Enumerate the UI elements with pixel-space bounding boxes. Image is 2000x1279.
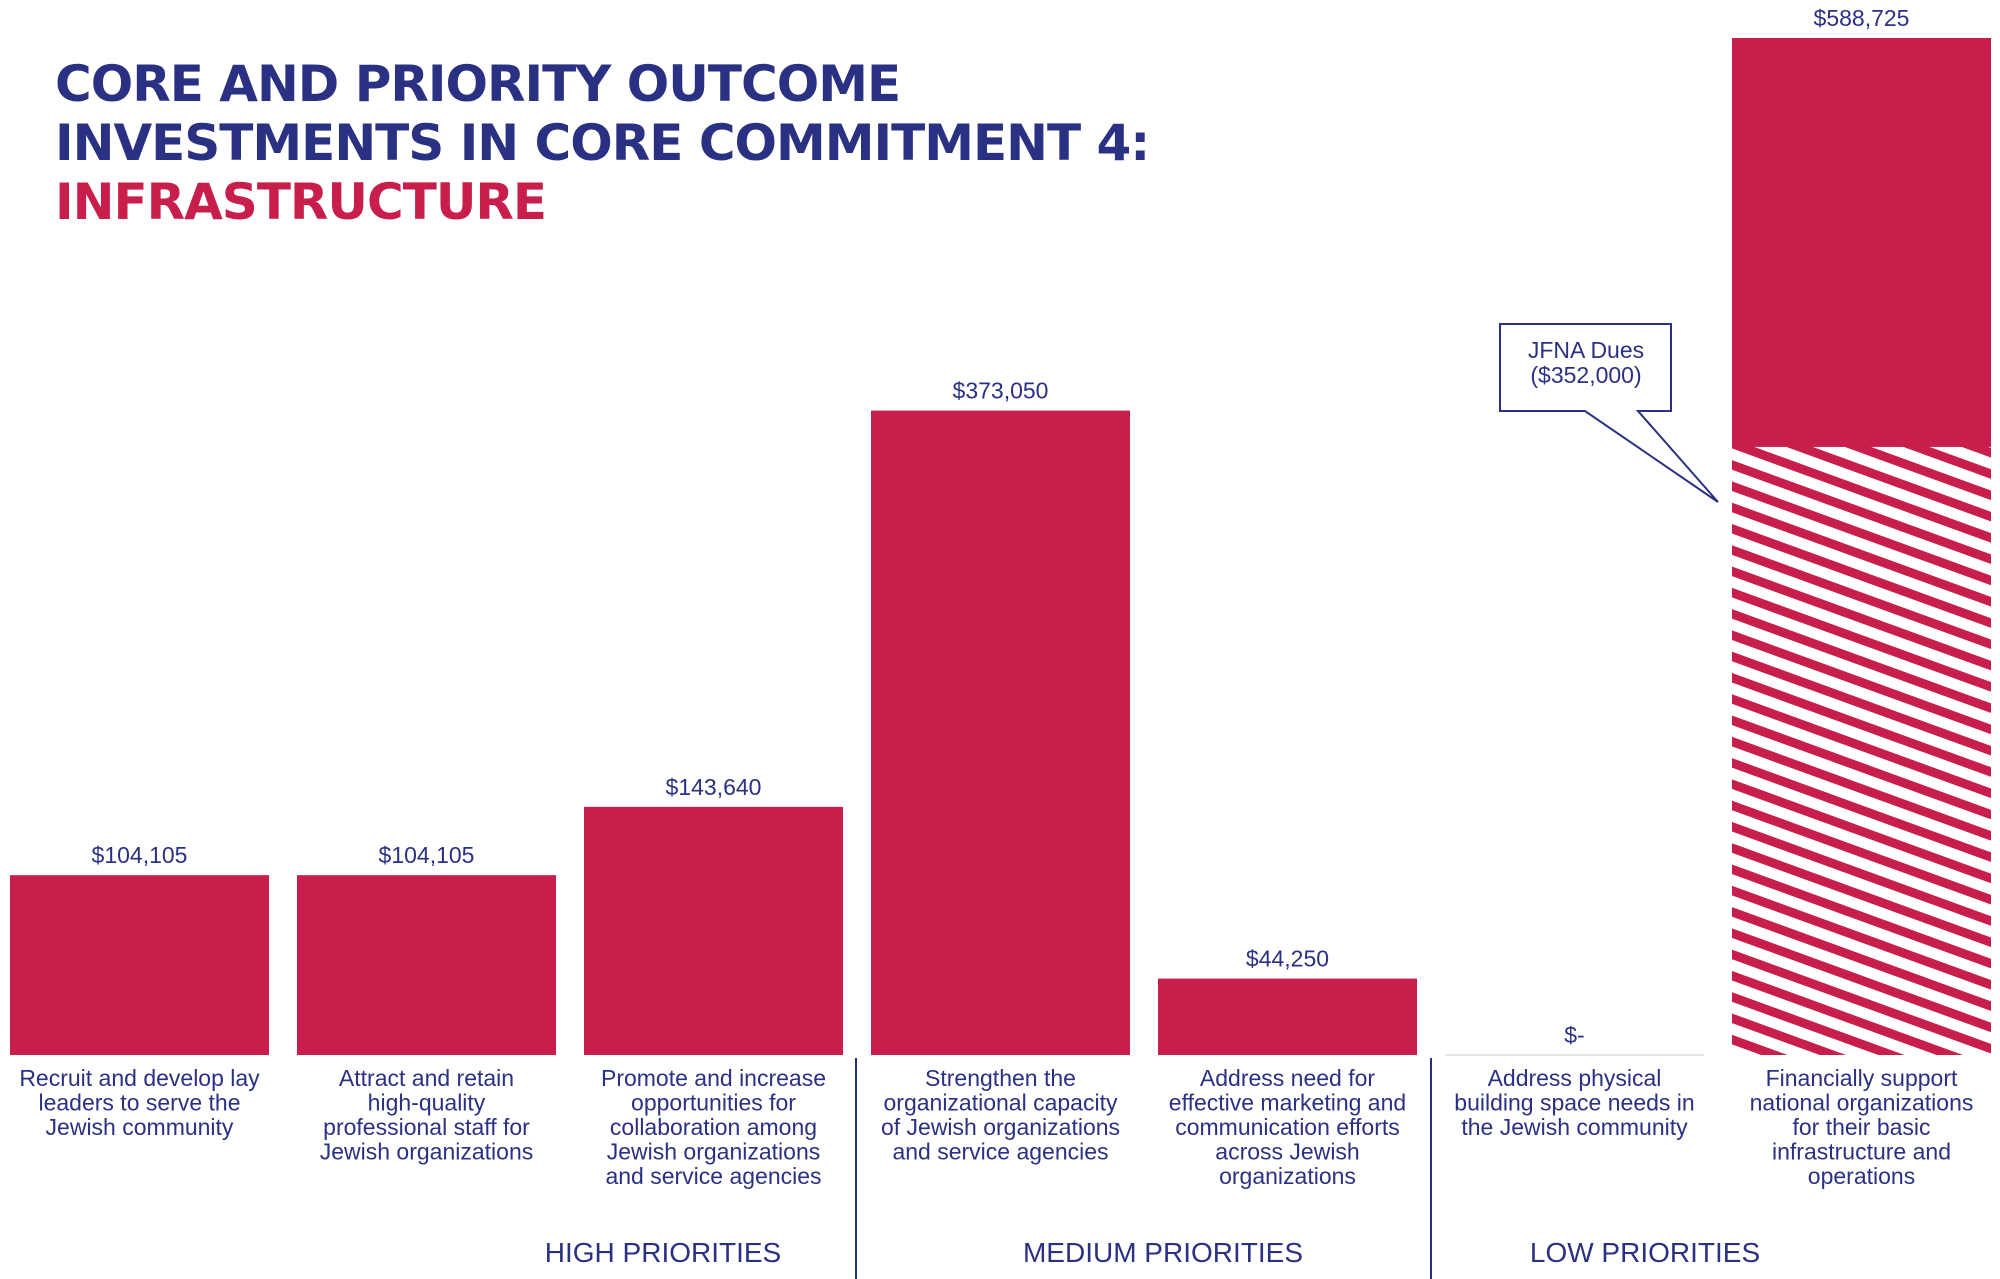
value-label-5: $44,250 xyxy=(1246,946,1329,972)
title-line-3: INFRASTRUCTURE xyxy=(55,173,547,231)
bars-layer xyxy=(10,38,1991,1056)
category-label-5-line-1: Address need for xyxy=(1200,1065,1376,1091)
group-label-1: HIGH PRIORITIES xyxy=(545,1237,781,1268)
bar-5 xyxy=(1158,978,1417,1055)
category-label-7-line-3: for their basic xyxy=(1792,1114,1930,1140)
category-label-5-line-2: effective marketing and xyxy=(1169,1090,1406,1116)
category-label-4-line-2: organizational capacity xyxy=(884,1090,1118,1116)
title-line-1: CORE AND PRIORITY OUTCOME xyxy=(55,55,901,113)
category-label-4-line-4: and service agencies xyxy=(892,1139,1108,1165)
category-label-4-line-3: of Jewish organizations xyxy=(881,1114,1120,1140)
category-label-4: Strengthen the organizational capacity of … xyxy=(881,1065,1120,1165)
bar-3 xyxy=(584,806,843,1055)
category-label-2-line-4: Jewish organizations xyxy=(320,1139,534,1165)
value-label-6: $- xyxy=(1564,1022,1584,1048)
category-label-4-line-1: Strengthen the xyxy=(925,1065,1076,1091)
category-label-5-line-4: across Jewish xyxy=(1215,1139,1359,1165)
value-label-3: $143,640 xyxy=(666,774,762,800)
group-label-3: LOW PRIORITIES xyxy=(1530,1237,1760,1268)
bar-4 xyxy=(871,410,1130,1056)
category-label-7: Financially support national organization… xyxy=(1750,1065,1974,1189)
category-label-3-line-5: and service agencies xyxy=(605,1163,821,1189)
category-label-3-line-2: opportunities for xyxy=(631,1090,796,1116)
category-label-6: Address physical building space needs in t… xyxy=(1454,1065,1694,1140)
category-label-6-line-2: building space needs in xyxy=(1454,1090,1694,1116)
category-label-6-line-1: Address physical xyxy=(1488,1065,1662,1091)
callout-line-2: ($352,000) xyxy=(1530,362,1641,388)
title-line-2: INVESTMENTS IN CORE COMMITMENT 4: xyxy=(55,114,1150,172)
group-label-2: MEDIUM PRIORITIES xyxy=(1023,1237,1303,1268)
category-label-7-line-2: national organizations xyxy=(1750,1090,1974,1116)
callout-box xyxy=(1499,323,1719,503)
category-label-5: Address need for effective marketing and c… xyxy=(1169,1065,1406,1189)
category-label-7-line-5: operations xyxy=(1808,1163,1915,1189)
category-label-6-line-3: the Jewish community xyxy=(1461,1114,1688,1140)
chart-title: CORE AND PRIORITY OUTCOME INVESTMENTS IN… xyxy=(55,55,1150,232)
category-label-1-line-3: Jewish community xyxy=(46,1114,234,1140)
category-label-2-line-2: high-quality xyxy=(368,1090,486,1116)
bar-2 xyxy=(297,875,556,1055)
category-label-3-line-4: Jewish organizations xyxy=(607,1139,821,1165)
category-label-3-line-3: collaboration among xyxy=(610,1114,817,1140)
value-label-1: $104,105 xyxy=(92,842,188,868)
value-label-7: $588,725 xyxy=(1814,5,1910,31)
labels-layer: $104,105 Recruit and develop lay leaders t… xyxy=(19,5,1973,1279)
category-label-2-line-3: professional staff for xyxy=(323,1114,530,1140)
category-label-2: Attract and retain high-quality profession… xyxy=(320,1065,534,1165)
callout-line-1: JFNA Dues xyxy=(1528,337,1644,363)
category-label-1: Recruit and develop lay leaders to serve … xyxy=(19,1065,260,1140)
category-label-2-line-1: Attract and retain xyxy=(339,1065,514,1091)
category-label-5-line-5: organizations xyxy=(1219,1163,1356,1189)
category-label-7-line-1: Financially support xyxy=(1766,1065,1958,1091)
category-label-3-line-1: Promote and increase xyxy=(601,1065,826,1091)
category-label-7-line-4: infrastructure and xyxy=(1772,1139,1951,1165)
bar-7-hatched-portion xyxy=(1732,446,1991,1055)
bar-1 xyxy=(10,875,269,1055)
value-label-4: $373,050 xyxy=(953,378,1049,404)
category-label-3: Promote and increase opportunities for col… xyxy=(601,1065,826,1189)
category-label-1-line-2: leaders to serve the xyxy=(38,1090,240,1116)
category-label-5-line-3: communication efforts xyxy=(1175,1114,1400,1140)
category-label-1-line-1: Recruit and develop lay xyxy=(19,1065,260,1091)
value-label-2: $104,105 xyxy=(379,842,475,868)
